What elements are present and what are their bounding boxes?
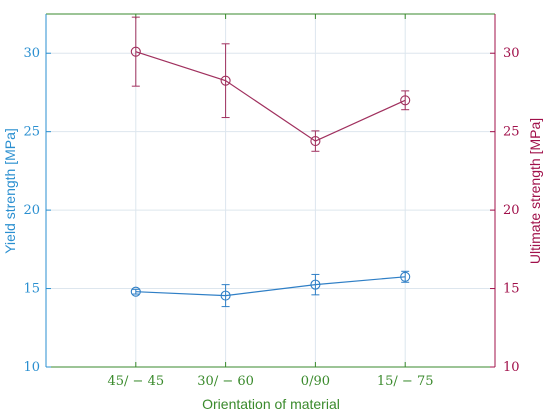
series — [130, 16, 411, 308]
right-tick-label: 10 — [503, 360, 520, 375]
left-tick-label: 15 — [23, 282, 40, 297]
data-point — [220, 290, 231, 301]
data-point — [130, 286, 141, 297]
grid — [46, 14, 495, 368]
data-point — [130, 46, 141, 57]
right-tick-label: 20 — [503, 203, 520, 218]
left-tick-label: 25 — [23, 125, 40, 140]
right-tick-label: 25 — [503, 125, 520, 140]
series-ultimate-strength — [130, 16, 411, 152]
right-tick-label: 15 — [503, 282, 520, 297]
x-axis-label: Orientation of material — [202, 396, 340, 412]
x-tick-label: 15/ − 75 — [377, 374, 434, 389]
axes-frame — [45, 13, 496, 368]
data-point — [310, 279, 321, 290]
data-point — [400, 95, 411, 106]
x-tick-label: 45/ − 45 — [107, 374, 164, 389]
data-point — [220, 75, 231, 86]
data-point — [310, 136, 321, 147]
data-point — [400, 271, 411, 282]
series-line — [135, 51, 406, 142]
ticks: 10 15 20 25 30 10 15 20 25 30 45/ − 45 30/ − 60 0/90… — [23, 14, 520, 389]
y-axis-label-left: Yield strength [MPa] — [2, 128, 18, 254]
x-tick-label: 30/ − 60 — [197, 374, 254, 389]
left-tick-label: 10 — [23, 360, 40, 375]
left-tick-label: 30 — [23, 46, 40, 61]
y-axis-label-right: Ultimate strength [MPa] — [527, 118, 543, 264]
series-yield-strength — [130, 270, 411, 308]
right-tick-label: 30 — [503, 46, 520, 61]
x-tick-label: 0/90 — [301, 374, 330, 389]
series-line — [135, 276, 406, 297]
left-tick-label: 20 — [23, 203, 40, 218]
